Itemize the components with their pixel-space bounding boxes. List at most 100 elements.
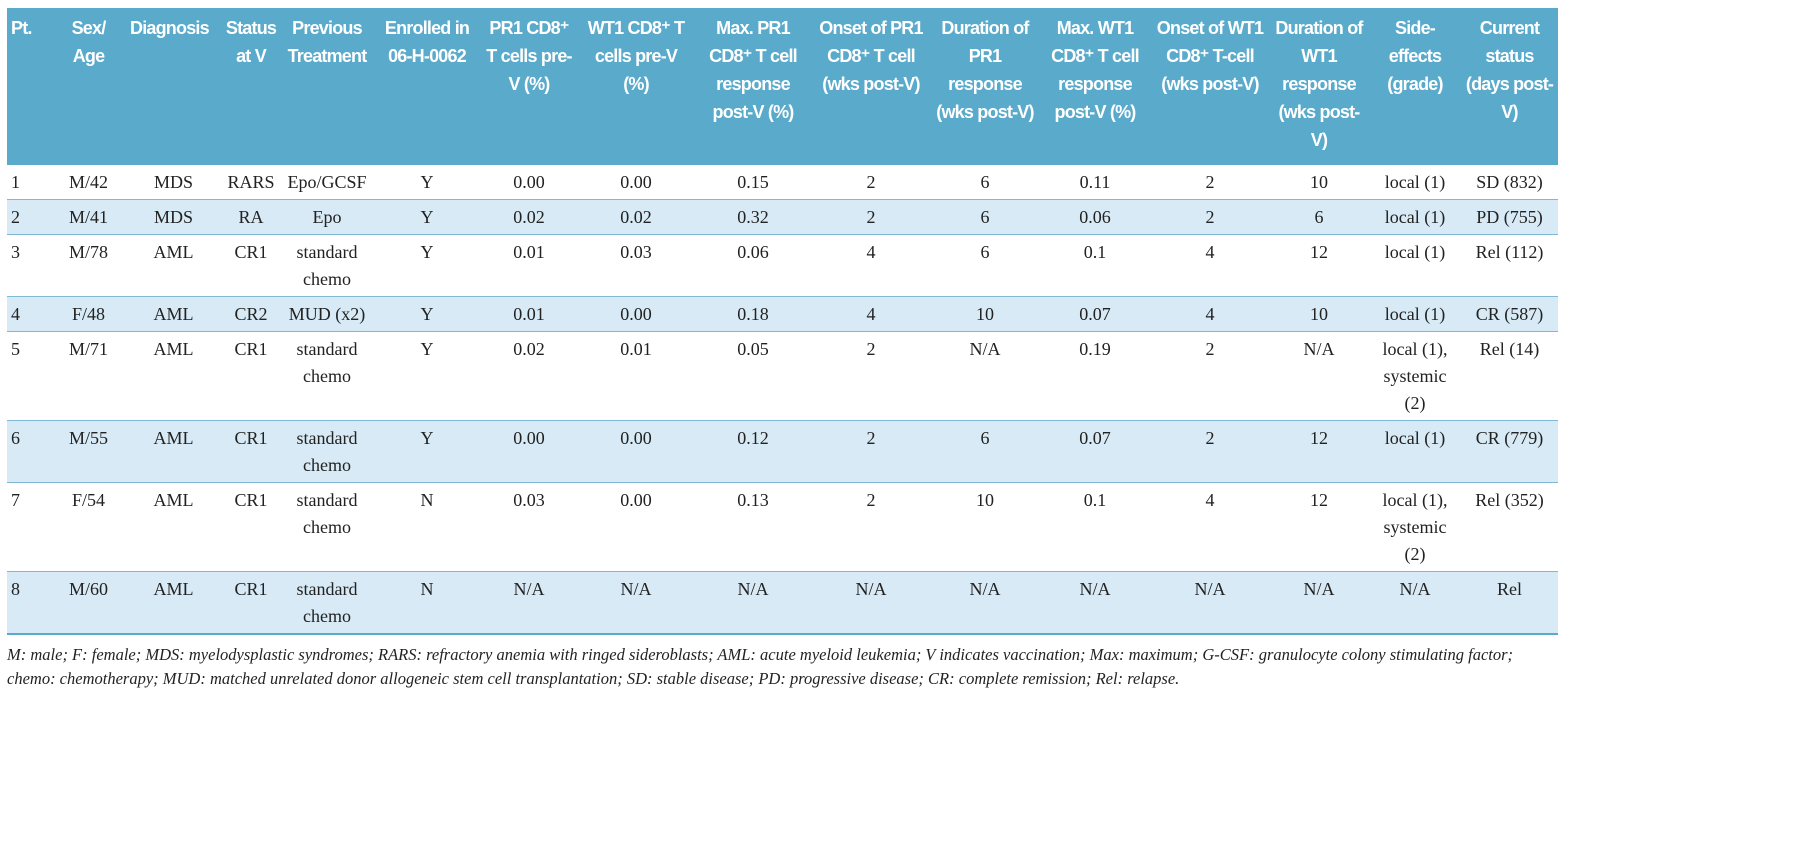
table-cell: Rel (14) — [1479, 339, 1540, 359]
table-cell: M/60 — [51, 571, 126, 634]
table-cell: N/A — [695, 571, 811, 634]
table-cell: Y — [373, 296, 481, 332]
table-cell: Rel — [1461, 571, 1558, 634]
table-cell: Y — [373, 420, 481, 483]
table-row: 2 M/41 MDS RA Epo Y 0.02 0.02 0.32 2 6 0.06 2 6 local … — [7, 199, 1558, 235]
table-cell: 0.06 — [1039, 199, 1151, 235]
table-cell: 0.00 — [481, 420, 577, 483]
table-cell: N/A — [1369, 571, 1461, 634]
table-cell: Rel (352) — [1475, 490, 1544, 510]
table-cell: 0.01 — [513, 242, 545, 262]
table-cell: MDS — [126, 199, 221, 235]
table-cell: SD (832) — [1476, 172, 1543, 192]
table-cell: 0.32 — [695, 199, 811, 235]
table-cell: RA — [221, 199, 281, 235]
table-cell: F/48 — [51, 296, 126, 332]
table-cell: CR1 — [234, 242, 268, 262]
column-header: Side-effects (grade) — [1369, 8, 1461, 165]
table-cell: 8 — [7, 571, 51, 634]
table-cell: AML — [153, 242, 194, 262]
table-cell: local (1) — [1384, 172, 1446, 192]
column-header: Max. WT1 CD8⁺ T cell response post-V (%) — [1039, 8, 1151, 165]
table-row: 8 M/60 AML CR1 standard chemo N N/A N/A N/A N/A N/… — [7, 571, 1558, 634]
table-cell: N/A — [969, 339, 1001, 359]
table-cell: 12 — [1310, 490, 1328, 510]
table-cell: 4 — [1151, 296, 1269, 332]
table-row: 1 M/42 MDS RARS Epo/GCSF Y 0.00 0.00 0.15 2 6 0.11 2… — [7, 165, 1558, 200]
table-cell: 6 — [7, 420, 51, 483]
table-cell: Y — [420, 242, 434, 262]
table-cell: 2 — [1151, 420, 1269, 483]
column-header: Pt. — [7, 8, 51, 165]
table-cell: 0.18 — [695, 296, 811, 332]
column-header: PR1 CD8⁺ T cells pre-V (%) — [481, 8, 577, 165]
table-cell: 4 — [811, 296, 931, 332]
table-cell: 6 — [931, 420, 1039, 483]
table-cell: AML — [126, 571, 221, 634]
table-cell: CR2 — [221, 296, 281, 332]
table-cell: N/A — [577, 571, 695, 634]
table-cell: N — [420, 490, 434, 510]
column-header: Max. PR1 CD8⁺ T cell response post-V (%) — [695, 8, 811, 165]
table-container: Pt. Sex/ Age Diagnosis Status at V Previous … — [7, 8, 1558, 691]
table-cell: M/78 — [68, 242, 108, 262]
table-cell: 0.02 — [481, 199, 577, 235]
table-cell: 0.02 — [513, 339, 545, 359]
table-cell: MUD (x2) — [281, 296, 373, 332]
table-cell: Y — [420, 339, 434, 359]
table-cell: 1 — [11, 172, 20, 192]
table-cell: CR1 — [234, 490, 268, 510]
table-cell: standard chemo — [296, 339, 358, 386]
table-cell: PD (755) — [1461, 199, 1558, 235]
table-cell: 4 — [866, 242, 876, 262]
table-cell: N — [373, 571, 481, 634]
table-cell: F/54 — [71, 490, 105, 510]
table-cell: 0.01 — [620, 339, 652, 359]
table-cell: standard chemo — [296, 490, 358, 537]
table-cell: 10 — [931, 296, 1039, 332]
table-row: 4 F/48 AML CR2 MUD (x2) Y 0.01 0.00 0.18 4 10 0.07 4… — [7, 296, 1558, 332]
table-cell: N/A — [1303, 339, 1335, 359]
column-header: Status at V — [221, 8, 281, 165]
column-header: Diagnosis — [126, 8, 221, 165]
column-header: Previous Treatment — [281, 8, 373, 165]
column-header: Onset of WT1 CD8⁺ T-cell (wks post-V) — [1151, 8, 1269, 165]
table-cell: Rel (112) — [1475, 242, 1544, 262]
table-cell: 0.00 — [577, 420, 695, 483]
table-cell: CR (587) — [1461, 296, 1558, 332]
table-cell: 3 — [11, 242, 20, 262]
table-cell: N/A — [1039, 571, 1151, 634]
table-cell: M/71 — [68, 339, 108, 359]
table-cell: AML — [153, 490, 194, 510]
table-cell: AML — [153, 339, 194, 359]
table-row: 3 M/78 AML CR1 standard chemo Y 0.01 0.03 0.06 4 6… — [7, 235, 1558, 297]
table-cell: 2 — [866, 490, 876, 510]
table-cell: standard chemo — [281, 420, 373, 483]
table-cell: 0.13 — [737, 490, 769, 510]
column-header: Onset of PR1 CD8⁺ T cell (wks post-V) — [811, 8, 931, 165]
table-cell: 2 — [1205, 172, 1215, 192]
table-row: 5 M/71 AML CR1 standard chemo Y 0.02 0.01 0.05 2 N… — [7, 332, 1558, 421]
table-cell: local (1) — [1369, 296, 1461, 332]
table-cell: Y — [420, 172, 434, 192]
table-cell: Epo — [281, 199, 373, 235]
table-footnote: M: male; F: female; MDS: myelodysplastic… — [7, 645, 1514, 688]
table-row: 6 M/55 AML CR1 standard chemo Y 0.00 0.00 0.12 2 6… — [7, 420, 1558, 483]
table-cell: 2 — [811, 199, 931, 235]
table-cell: 10 — [1310, 172, 1328, 192]
table-cell: local (1) — [1369, 199, 1461, 235]
table-cell: RARS — [227, 172, 275, 192]
table-cell: 0.01 — [481, 296, 577, 332]
table-cell: standard chemo — [296, 242, 358, 289]
table-cell: 0.03 — [620, 242, 652, 262]
table-cell: 0.07 — [1039, 296, 1151, 332]
table-cell: MDS — [153, 172, 193, 192]
column-header: WT1 CD8⁺ T cells pre-V (%) — [577, 8, 695, 165]
table-cell: 0.15 — [737, 172, 769, 192]
table-cell: local (1) — [1369, 420, 1461, 483]
table-cell: 0.05 — [737, 339, 769, 359]
table-cell: 2 — [1205, 339, 1215, 359]
table-cell: 2 — [1151, 199, 1269, 235]
table-cell: 0.02 — [577, 199, 695, 235]
table-cell: 12 — [1269, 420, 1369, 483]
